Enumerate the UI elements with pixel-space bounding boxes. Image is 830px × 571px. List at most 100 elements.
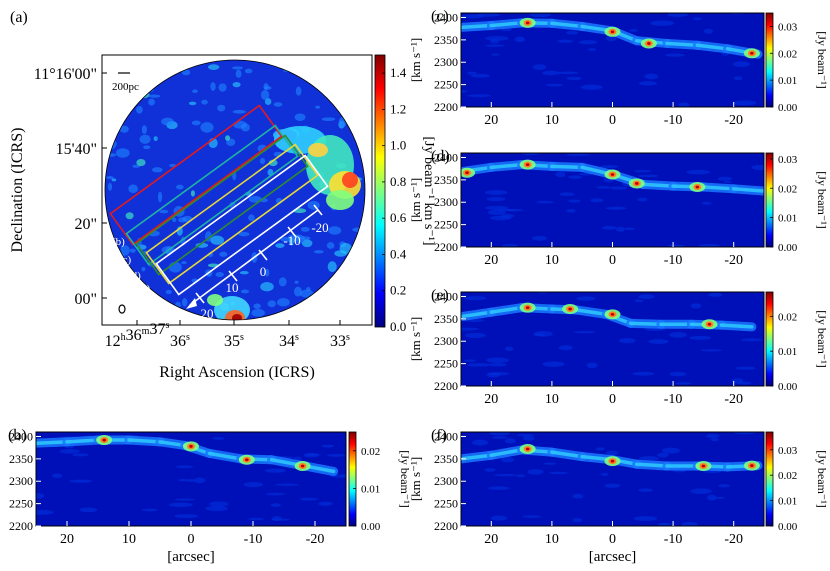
offset-tick (228, 270, 238, 282)
pv-x-tick-label: 10 (545, 532, 559, 547)
pv-peak-max (245, 458, 249, 462)
pv-x-tick-label: 20 (484, 532, 498, 547)
panel-label-a: (a) (10, 9, 28, 26)
pv-x-tick-label: -10 (664, 113, 683, 128)
noise (576, 296, 596, 301)
noise (568, 199, 581, 203)
emission-clump (106, 176, 114, 180)
dec-tick-label: 15'40" (56, 141, 97, 158)
pv-y-axis-label: [km s⁻¹] (408, 457, 423, 501)
pv-x-tick-label: 10 (122, 532, 136, 547)
noise (521, 153, 540, 156)
pv-x-axis-label: [arcsec] (589, 549, 636, 565)
noise (555, 171, 566, 178)
ridge-inner (550, 21, 584, 29)
ridge-inner (628, 321, 663, 326)
pv-x-tick-label: -20 (724, 392, 743, 407)
pv-x-axis-label: [arcsec] (167, 549, 214, 565)
ra-tick-label: 33s (330, 332, 350, 350)
pv-y-tick-label: 2350 (434, 312, 458, 326)
pv-peak-max (610, 30, 615, 34)
noise (638, 294, 655, 300)
ridge-inner (695, 43, 730, 51)
pv-colorbar-b-bar (348, 431, 357, 527)
noise (731, 378, 744, 384)
pv-peak-max (525, 447, 530, 451)
emission-clump (232, 82, 241, 88)
noise (648, 339, 669, 345)
noise (484, 468, 496, 472)
noise (488, 486, 510, 490)
slit-label: (f) (147, 297, 158, 309)
pv-colorbar-b-label: [Jy beam⁻¹] (398, 450, 412, 508)
emission-clump (172, 217, 177, 223)
noise (476, 13, 501, 17)
noise (557, 39, 574, 43)
emission-clump (315, 105, 321, 109)
noise (516, 474, 525, 478)
noise (489, 215, 512, 221)
emission-clump (161, 117, 174, 126)
emission-peak (342, 172, 358, 188)
noise (669, 331, 687, 338)
pv-x-tick-label: 0 (188, 532, 195, 547)
pv-y-tick-label: 2400 (434, 10, 458, 24)
ridge-inner (489, 162, 524, 170)
emission-clump (148, 98, 155, 106)
pv-x-tick-label: -10 (664, 392, 683, 407)
emission-clump (218, 83, 227, 92)
pv-x-tick-label: 0 (609, 113, 616, 128)
noise (500, 457, 515, 463)
noise (668, 244, 685, 247)
pv-colorbar-f-tick-label: 0.02 (778, 470, 797, 482)
noise (619, 338, 636, 344)
noise (665, 53, 685, 57)
beam-ellipse (118, 304, 126, 314)
noise (486, 197, 506, 202)
pv-x-tick-label: -20 (724, 113, 743, 128)
noise (504, 346, 514, 351)
panel-label-c: (c) (431, 8, 449, 25)
noise (275, 483, 299, 486)
pv-colorbar-d-tick-label: 0.00 (778, 242, 798, 254)
noise (638, 488, 653, 492)
noise (572, 518, 583, 523)
ridge-inner (489, 21, 524, 28)
noise (500, 28, 512, 32)
pv-colorbar-c-bar (765, 12, 774, 108)
pv-peak-max (610, 173, 615, 176)
pv-peak-max (465, 171, 469, 175)
ridge-inner (127, 438, 162, 444)
pv-y-tick-label: 2250 (434, 357, 458, 371)
noise (706, 434, 720, 438)
noise (633, 516, 657, 521)
noise (573, 331, 596, 334)
ridge-inner (701, 185, 736, 191)
noise (264, 468, 286, 473)
slit-label: (e) (138, 283, 151, 295)
pv-x-tick-label: -10 (664, 532, 683, 547)
emission-clump (181, 261, 187, 265)
pv-colorbar-d-tick-label: 0.03 (778, 154, 798, 166)
noise (559, 192, 575, 197)
noise (72, 453, 89, 457)
noise (548, 471, 568, 475)
emission-clump (267, 300, 276, 308)
noise (522, 436, 535, 441)
pv-colorbar-b-tick-label: 0.00 (361, 521, 381, 533)
emission-clump (240, 289, 250, 294)
pv-diagram-d (461, 153, 764, 247)
emission-clump (327, 261, 337, 273)
pv-peak-max (701, 464, 706, 468)
emission-clump (206, 273, 212, 277)
ridge-inner (489, 448, 524, 458)
noise (586, 362, 598, 369)
emission-clump (178, 217, 187, 223)
noise (293, 456, 302, 460)
offset-tick (258, 249, 268, 261)
emission-clump (215, 272, 224, 278)
ridge-inner (634, 462, 669, 468)
emission-clump (217, 104, 226, 112)
map-edge (104, 59, 366, 321)
